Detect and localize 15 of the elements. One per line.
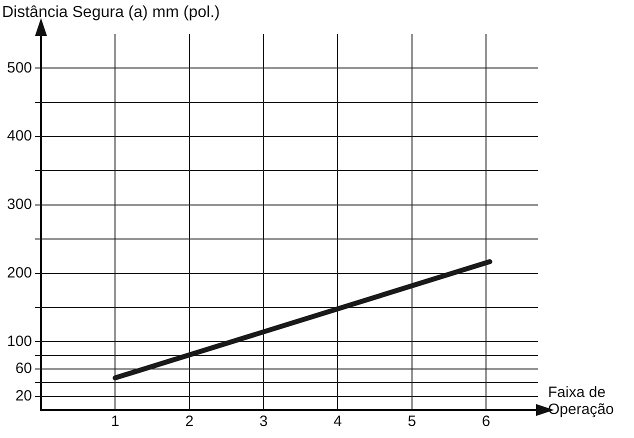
y-tick-label: 20 [15, 387, 32, 404]
x-tick-label: 2 [185, 413, 194, 430]
x-tick-label: 1 [111, 413, 120, 430]
x-axis-title: Faixa de Operação [548, 384, 615, 418]
y-tick-label: 60 [15, 360, 32, 378]
x-tick-label: 3 [259, 413, 268, 430]
x-tick-label: 5 [408, 413, 416, 430]
y-axis-title: Distância Segura (a) mm (pol.) [2, 4, 220, 22]
x-tick-label: 6 [482, 413, 490, 430]
y-tick-label: 200 [6, 264, 32, 282]
y-tick-label: 500 [6, 59, 32, 76]
y-tick-label: 100 [6, 332, 32, 350]
y-tick-label: 400 [6, 128, 32, 145]
y-tick-label: 300 [6, 196, 32, 214]
x-tick-label: 4 [334, 413, 342, 430]
